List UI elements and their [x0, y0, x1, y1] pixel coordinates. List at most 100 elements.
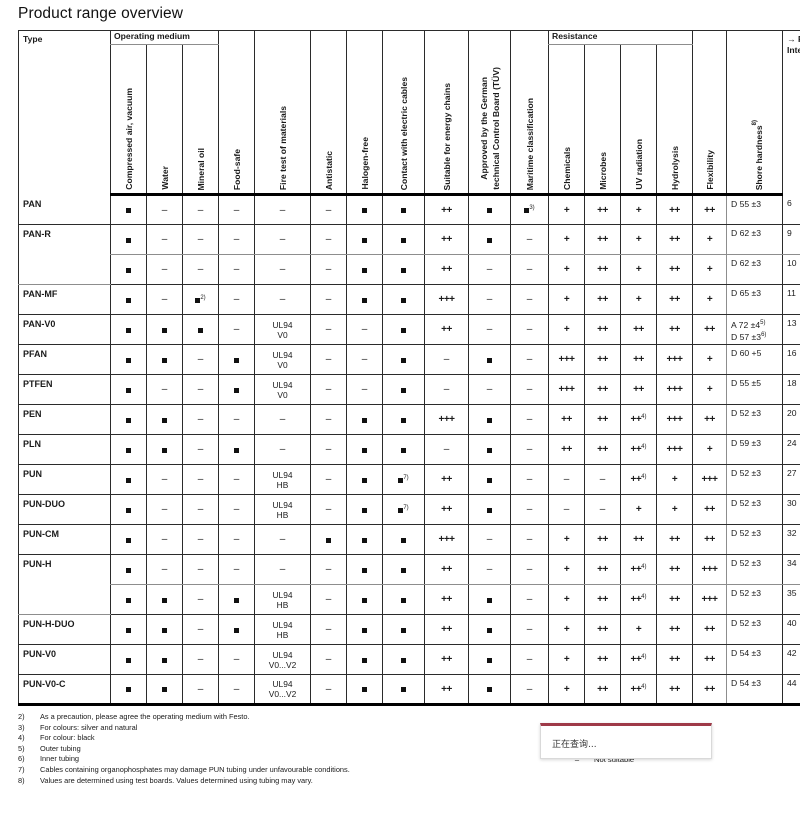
cell-shore-hardness: D 55 ±3	[726, 194, 783, 225]
cell-suitable-marker	[382, 584, 425, 615]
cell-not-suitable: –	[346, 374, 383, 405]
cell-rating: ++	[692, 404, 727, 435]
filled-square-icon	[401, 597, 406, 603]
table-row: – UL94 HB – ++ – + ++ ++4) ++ +++ D 52 ±3 35	[19, 584, 800, 615]
cell-rating: ++	[692, 674, 727, 706]
cell-not-suitable: –	[310, 554, 347, 585]
cell-not-suitable: –	[310, 254, 347, 285]
cell-suitable-marker	[346, 224, 383, 255]
cell-suitable-marker	[382, 254, 425, 285]
cell-not-suitable: –	[146, 284, 183, 315]
table-row: PUN-DUO – – – UL94 HB –7) ++ – – – + + ++ D 52 ±3 30	[18, 494, 800, 525]
cell-not-suitable: –	[310, 344, 347, 375]
cell-page-number[interactable]: 30	[782, 494, 800, 525]
cell-rating: ++	[584, 524, 621, 555]
footnotes-block: 2) As a precaution, please agree the oper…	[0, 706, 800, 786]
cell-page-number[interactable]: 32	[782, 524, 800, 555]
cell-rating: ++	[424, 314, 469, 345]
cell-not-suitable: –	[510, 644, 549, 675]
cell-suitable-marker	[382, 524, 425, 555]
col-header-shore-hardness: Shore hardness8)	[726, 44, 783, 196]
cell-page-number[interactable]: 13	[782, 314, 800, 345]
cell-page-number[interactable]: 10	[782, 254, 800, 285]
cell-rating: +	[692, 254, 727, 285]
cell-page-number[interactable]: 35	[782, 584, 800, 615]
footnote-marker: 6)	[761, 332, 767, 339]
cell-page-number[interactable]: 20	[782, 404, 800, 435]
filled-square-icon	[326, 537, 331, 543]
cell-suitable-marker	[346, 584, 383, 615]
cell-page-number[interactable]: 18	[782, 374, 800, 405]
filled-square-icon	[362, 208, 367, 214]
cell-not-suitable: –	[310, 464, 347, 495]
cell-not-suitable: –	[510, 374, 549, 405]
col-header-uv-radiation: UV radiation	[620, 44, 657, 196]
grp-spacer-halogen-free	[346, 30, 383, 45]
filled-square-icon	[126, 597, 131, 603]
cell-suitable-marker	[110, 674, 147, 706]
filled-square-icon	[126, 657, 131, 663]
cell-page-number[interactable]: 9	[782, 224, 800, 255]
col-header-chemicals: Chemicals	[548, 44, 585, 196]
cell-rating: +	[620, 254, 657, 285]
cell-page-number[interactable]: 40	[782, 614, 800, 645]
cell-rating: ++	[548, 434, 585, 465]
cell-not-suitable: –	[182, 644, 219, 675]
cell-product-type: PAN-MF	[18, 284, 111, 315]
cell-suitable-marker	[110, 494, 147, 525]
cell-rating: ++	[584, 584, 621, 615]
cell-fire-rating: UL94 HB	[254, 494, 311, 525]
rotated-header-row: Compressed air, vacuum Water Mineral oil…	[19, 44, 800, 196]
cell-suitable-marker	[146, 344, 183, 375]
cell-page-number[interactable]: 34	[782, 554, 800, 585]
cell-suitable-marker	[346, 524, 383, 555]
footnote-item: 5) Outer tubing	[18, 744, 800, 755]
cell-suitable-marker	[110, 194, 147, 225]
cell-rating: ++	[692, 314, 727, 345]
cell-not-suitable: –	[182, 464, 219, 495]
cell-not-suitable: –	[182, 614, 219, 645]
cell-product-type: PAN	[18, 194, 111, 225]
cell-rating: ++	[424, 674, 469, 706]
cell-page-number[interactable]: 44	[782, 674, 800, 706]
cell-suitable-marker	[382, 644, 425, 675]
cell-suitable-marker	[382, 554, 425, 585]
cell-rating: +++	[424, 284, 469, 315]
cell-not-suitable: –	[218, 464, 255, 495]
cell-page-number[interactable]: 16	[782, 344, 800, 375]
cell-suitable-marker: 7)	[382, 464, 425, 495]
filled-square-icon	[126, 327, 131, 333]
cell-page-number[interactable]: 24	[782, 434, 800, 465]
cell-page-number[interactable]: 6	[782, 194, 800, 225]
footnote-marker: 7)	[403, 504, 409, 511]
legend-block: – Not suitable	[560, 755, 634, 767]
cell-product-type: PEN	[18, 404, 111, 435]
footnote-marker: 7)	[403, 474, 409, 481]
table-row: PUN-H-DUO – UL94 HB – ++ – + ++ + ++ ++ D 52 ±3 40	[18, 614, 800, 645]
cell-page-number[interactable]: 11	[782, 284, 800, 315]
cell-rating: +	[620, 614, 657, 645]
filled-square-icon	[362, 507, 367, 513]
cell-rating: ++	[655, 584, 693, 615]
legend-item: – Not suitable	[560, 755, 634, 764]
cell-suitable-marker	[468, 404, 511, 435]
filled-square-icon	[362, 627, 367, 633]
cell-page-number[interactable]: 42	[782, 644, 800, 675]
cell-rating: ++4)	[620, 554, 657, 585]
cell-rating: ++	[584, 284, 621, 315]
cell-rating: +	[548, 254, 585, 285]
cell-suitable-marker	[146, 434, 183, 465]
cell-rating: +	[620, 494, 657, 525]
cell-rating: +++	[655, 434, 693, 465]
cell-page-number[interactable]: 27	[782, 464, 800, 495]
cell-not-suitable: –	[254, 224, 311, 255]
filled-square-icon	[487, 687, 492, 693]
footnote-marker: 5)	[760, 320, 766, 326]
cell-rating: ++	[620, 314, 657, 345]
col-header-microbes: Microbes	[584, 44, 621, 196]
cell-suitable-marker	[382, 674, 425, 706]
cell-shore-hardness: D 52 ±3	[726, 464, 783, 495]
cell-suitable-marker	[110, 464, 147, 495]
group-header-row: Type Operating medium Resistance → Page/…	[18, 30, 800, 195]
cell-suitable-marker	[146, 614, 183, 645]
